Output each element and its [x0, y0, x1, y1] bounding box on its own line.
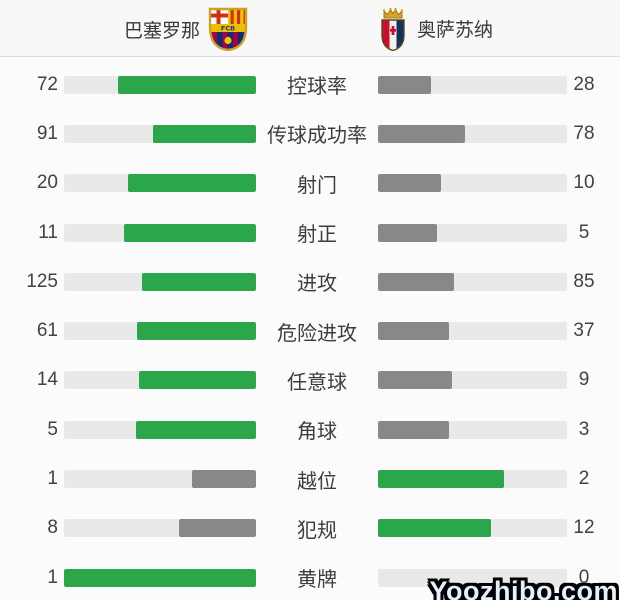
stat-row: 91 传球成功率 78 — [0, 109, 620, 158]
away-bar-fill — [378, 272, 455, 291]
home-bar-fill — [139, 371, 256, 390]
home-bar-fill — [136, 322, 256, 341]
home-value: 61 — [36, 320, 58, 342]
home-bar-fill — [117, 75, 256, 94]
stat-row: 20 射门 10 — [0, 159, 620, 208]
home-bar-fill — [128, 174, 256, 193]
stat-label: 越位 — [297, 470, 337, 493]
home-value: 1 — [47, 468, 58, 490]
stat-label: 射正 — [297, 224, 337, 247]
stat-row: 8 犯规 12 — [0, 504, 620, 553]
home-value: 91 — [36, 122, 58, 144]
home-bar-fill — [179, 519, 256, 538]
away-bar-track — [378, 174, 567, 193]
away-bar-track — [378, 124, 567, 143]
stat-row: 61 危险进攻 37 — [0, 306, 620, 355]
home-bar-track — [64, 568, 256, 587]
home-value: 5 — [47, 418, 58, 440]
away-bar-fill — [378, 470, 504, 489]
away-bar-track — [378, 371, 567, 390]
home-bar-track — [64, 470, 256, 489]
home-team: 巴塞罗那 — [124, 7, 248, 52]
away-value: 10 — [573, 172, 595, 194]
home-bar-track — [64, 223, 256, 242]
home-value: 8 — [47, 517, 58, 539]
home-bar-fill — [124, 223, 256, 242]
away-bar-track — [378, 519, 567, 538]
home-bar-fill — [141, 272, 256, 291]
away-value: 3 — [578, 418, 590, 440]
stat-row: 72 控球率 28 — [0, 60, 620, 109]
away-bar-track — [378, 75, 567, 94]
away-value: 0 — [578, 566, 590, 588]
home-bar-track — [64, 519, 256, 538]
home-bar-track — [64, 75, 256, 94]
away-bar-fill — [378, 371, 452, 390]
away-bar-fill — [378, 519, 492, 538]
away-value: 85 — [573, 270, 595, 292]
away-bar-fill — [378, 75, 431, 94]
away-bar-track — [378, 568, 567, 587]
stat-row: 11 射正 5 — [0, 208, 620, 257]
away-bar-fill — [378, 322, 450, 341]
away-bar-track — [378, 223, 567, 242]
away-value: 9 — [578, 369, 590, 391]
stat-label: 危险进攻 — [277, 322, 357, 345]
home-bar-track — [64, 371, 256, 390]
home-team-name: 巴塞罗那 — [124, 20, 201, 42]
stat-row: 14 任意球 9 — [0, 356, 620, 405]
away-value: 12 — [573, 517, 595, 539]
barcelona-crest-icon: FCB — [208, 7, 248, 52]
home-bar-fill — [152, 124, 256, 143]
match-header: 巴塞罗那 — [0, 0, 620, 57]
stat-row: 1 越位 2 — [0, 454, 620, 503]
stat-row: 125 进攻 85 — [0, 257, 620, 306]
away-bar-track — [378, 470, 567, 489]
away-value: 28 — [573, 73, 595, 95]
stat-row: 1 黄牌 0 — [0, 553, 620, 600]
away-bar-track — [378, 322, 567, 341]
away-value: 5 — [578, 221, 590, 243]
svg-text:FCB: FCB — [221, 25, 235, 33]
away-bar-track — [378, 420, 567, 439]
home-bar-fill — [64, 568, 256, 587]
stat-label: 控球率 — [287, 76, 347, 99]
home-bar-fill — [136, 420, 256, 439]
stats-list: 72 控球率 28 91 传球成功率 78 20 射门 10 11 — [0, 57, 620, 600]
away-bar-fill — [378, 420, 449, 439]
stat-row: 5 角球 3 — [0, 405, 620, 454]
away-bar-track — [378, 272, 567, 291]
home-value: 1 — [47, 566, 58, 588]
away-team: 奥萨苏纳 — [377, 6, 494, 52]
away-bar-fill — [378, 174, 441, 193]
home-bar-track — [64, 174, 256, 193]
home-bar-track — [64, 322, 256, 341]
stat-label: 黄牌 — [297, 569, 337, 592]
away-bar-fill — [378, 124, 466, 143]
home-bar-track — [64, 420, 256, 439]
home-value: 125 — [26, 270, 58, 292]
stat-label: 角球 — [297, 421, 337, 444]
stat-label: 传球成功率 — [267, 125, 367, 148]
home-bar-track — [64, 124, 256, 143]
osasuna-crest-icon — [377, 6, 409, 52]
stat-label: 任意球 — [287, 371, 347, 394]
away-team-name: 奥萨苏纳 — [417, 20, 494, 41]
stat-label: 犯规 — [297, 519, 337, 542]
home-value: 14 — [36, 369, 58, 391]
stat-label: 射门 — [297, 174, 337, 197]
away-value: 78 — [573, 122, 595, 144]
stat-label: 进攻 — [297, 273, 337, 296]
away-value: 37 — [573, 320, 595, 342]
home-bar-fill — [192, 470, 256, 489]
watermark: Yoozhibo.com — [429, 576, 618, 600]
away-bar-fill — [378, 223, 438, 242]
away-value: 2 — [578, 468, 590, 490]
home-value: 11 — [38, 221, 58, 243]
home-bar-track — [64, 272, 256, 291]
home-value: 20 — [36, 172, 58, 194]
home-value: 72 — [36, 73, 58, 95]
